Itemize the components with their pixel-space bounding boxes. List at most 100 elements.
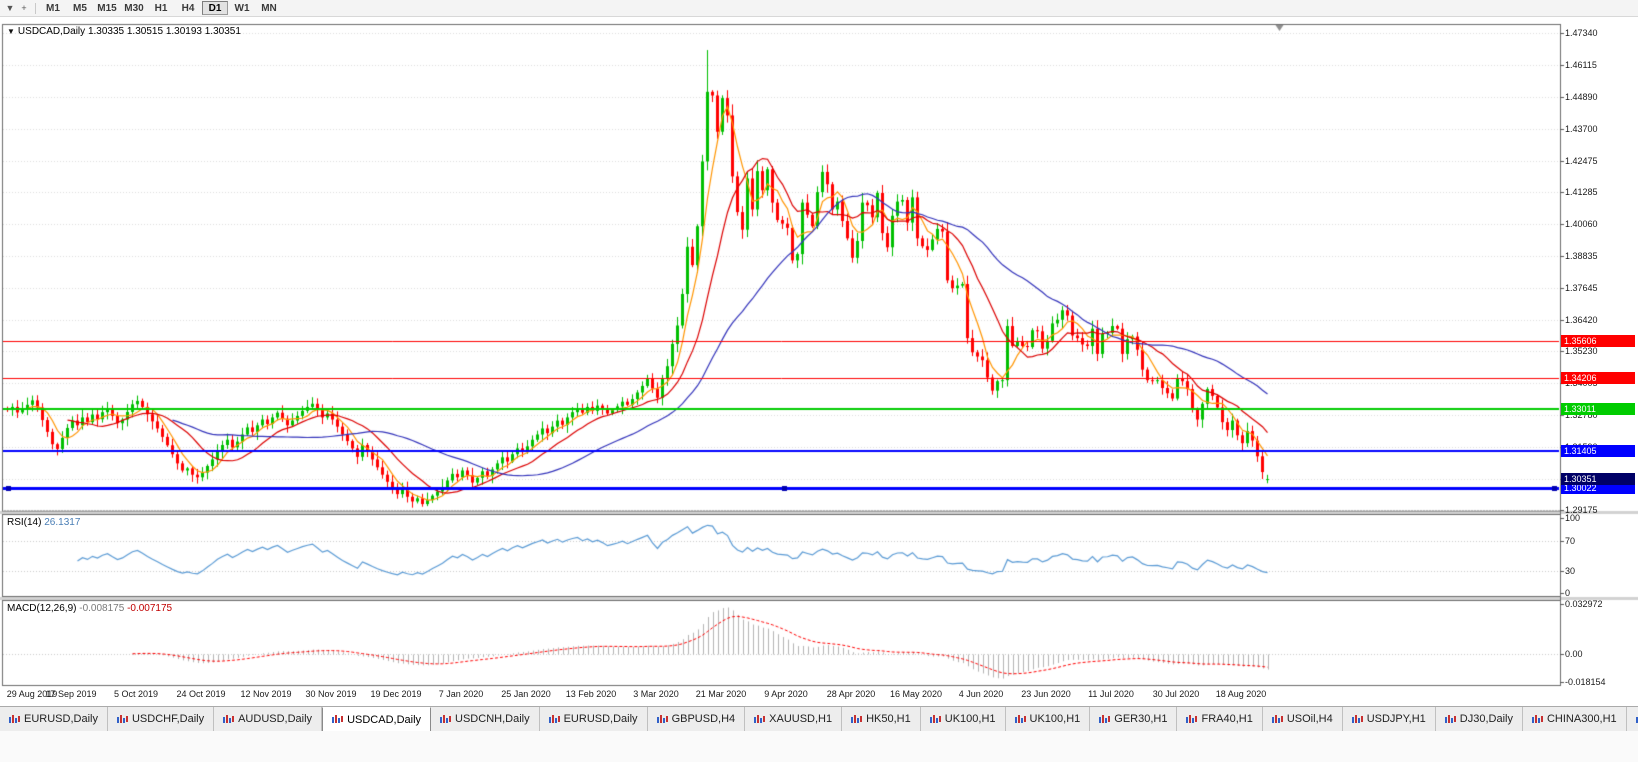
tab-chart-icon xyxy=(1635,714,1638,725)
date-label: 28 Apr 2020 xyxy=(826,689,876,699)
macd-indicator-label: MACD(12,26,9) -0.008175 -0.007175 xyxy=(7,603,172,614)
current-price-tag: 1.30351 xyxy=(1561,473,1635,486)
tab-label: EURUSD,Daily xyxy=(24,713,98,725)
hline-price-tag[interactable]: 1.31405 xyxy=(1561,445,1635,458)
rsi-tick-label: 70 xyxy=(1565,535,1576,546)
chart-canvas[interactable] xyxy=(0,17,1638,706)
price-tick-label: 1.29175 xyxy=(1565,505,1598,515)
date-label: 25 Jan 2020 xyxy=(501,689,551,699)
toolbar-separator xyxy=(35,2,36,14)
price-tick-label: 1.38835 xyxy=(1565,251,1598,262)
price-tick-label: 1.47340 xyxy=(1565,28,1598,38)
chart-tab-china300-h1[interactable]: CHINA300,H1 xyxy=(1522,707,1627,732)
timeframe-buttons: M1 M5 M15 M30 H1 H4 D1 W1 MN xyxy=(40,1,283,15)
chart-tab-xauusd-h1[interactable]: XAUUSD,H1 xyxy=(745,707,843,732)
tab-chart-icon xyxy=(1186,714,1198,725)
tab-chart-icon xyxy=(332,714,344,725)
timeframe-button-h1[interactable]: H1 xyxy=(154,3,168,14)
readout-low: 1.30193 xyxy=(165,26,202,37)
date-label: 30 Jul 2020 xyxy=(1152,689,1200,699)
timeframe-button-m15[interactable]: M15 xyxy=(97,3,117,14)
chart-tab-usdcnh-daily[interactable]: USDCNH,Daily xyxy=(431,707,540,732)
rsi-value: 26.1317 xyxy=(44,517,81,528)
tab-chart-icon xyxy=(1099,714,1111,725)
hline-price-tag[interactable]: 1.33011 xyxy=(1561,403,1635,416)
timeframe-button-w1[interactable]: W1 xyxy=(234,3,250,14)
chart-tab-eurusd-daily[interactable]: EURUSD,Daily xyxy=(539,707,648,732)
tab-chart-icon xyxy=(1351,714,1363,725)
price-tick-label: 1.42475 xyxy=(1565,155,1598,166)
macd-tick-label: -0.018154 xyxy=(1565,677,1606,687)
rsi-name: RSI(14) xyxy=(7,517,42,528)
chart-marker-icon: ▼ xyxy=(7,27,15,36)
chart-tab-usdcad-daily[interactable]: USDCAD,Daily xyxy=(322,707,432,732)
date-label: 5 Oct 2019 xyxy=(113,689,159,699)
timeframe-button-mn[interactable]: MN xyxy=(261,3,277,14)
date-label: 11 Jul 2020 xyxy=(1088,689,1134,699)
tab-label: GER30,H1 xyxy=(1114,713,1168,725)
tab-chart-icon xyxy=(1271,714,1283,725)
date-label: 29 Aug 2019 xyxy=(6,689,58,699)
macd-main-value: -0.008175 xyxy=(79,603,125,614)
tab-chart-icon xyxy=(1444,714,1456,725)
hline-price-tag[interactable]: 1.34206 xyxy=(1561,371,1635,384)
date-label: 17 Sep 2019 xyxy=(45,689,97,699)
macd-signal-value: -0.007175 xyxy=(127,603,173,614)
tab-chart-icon xyxy=(754,714,766,725)
chart-tab-uk100-h1[interactable]: UK100,H1 xyxy=(1005,707,1091,732)
chart-menu-icon[interactable]: ▼ xyxy=(5,3,15,13)
price-tick-label: 1.36420 xyxy=(1565,314,1598,325)
tab-chart-icon xyxy=(1014,714,1026,725)
chart-tab-ger30-h1[interactable]: GER30,H1 xyxy=(1090,707,1178,732)
window-bottom-filler xyxy=(0,731,1638,762)
timeframe-button-h4[interactable]: H4 xyxy=(181,3,195,14)
tab-label: DJ30,Daily xyxy=(1459,713,1513,725)
price-tick-label: 1.37645 xyxy=(1565,282,1598,293)
tab-chart-icon xyxy=(656,714,668,725)
tab-chart-icon xyxy=(440,714,452,725)
chart-tab-hk50-h1[interactable]: HK50,H1 xyxy=(842,707,921,732)
tab-chart-icon xyxy=(9,714,20,725)
date-label: 16 May 2020 xyxy=(889,689,943,699)
date-label: 9 Apr 2020 xyxy=(764,689,808,699)
chart-tab-fra40-h1[interactable]: FRA40,H1 xyxy=(1177,707,1263,732)
chart-tab-dj30-daily[interactable]: DJ30,Daily xyxy=(1435,707,1523,732)
chart-tab-gbpusd-h4[interactable]: GBPUSD,H4 xyxy=(647,707,746,732)
tab-label: EURUSD,Daily xyxy=(563,713,638,725)
rsi-tick-label: 0 xyxy=(1565,588,1571,598)
tab-label: GBPUSD,H4 xyxy=(671,713,736,725)
chart-tab-usdchf-daily[interactable]: USDCHF,Daily xyxy=(107,707,215,732)
chart-panel: ▼ USDCAD,Daily 1.30335 1.30515 1.30193 1.… xyxy=(0,17,1638,706)
date-label: 13 Feb 2020 xyxy=(565,689,617,699)
tab-label: HK50,H1 xyxy=(866,713,911,725)
timeframe-toolbar: ▼ + M1 M5 M15 M30 H1 H4 D1 W1 MN xyxy=(0,0,1638,17)
date-label: 23 Jun 2020 xyxy=(1021,689,1071,699)
chart-tab-usoil-h4[interactable]: USOil,H4 xyxy=(1262,707,1343,732)
date-label: 30 Nov 2019 xyxy=(305,689,357,699)
date-label: 12 Nov 2019 xyxy=(240,689,292,699)
rsi-tick-label: 100 xyxy=(1565,513,1581,523)
tab-label: USOil,H4 xyxy=(1286,713,1333,725)
timeframe-button-m1[interactable]: M1 xyxy=(46,3,60,14)
rsi-tick-label: 30 xyxy=(1565,565,1576,576)
chart-tab-eurusd-daily[interactable]: EURUSD,Daily xyxy=(0,707,108,732)
crosshair-icon[interactable]: + xyxy=(21,3,27,13)
tab-label: USDCAD,Daily xyxy=(347,713,422,726)
timeframe-button-m5[interactable]: M5 xyxy=(73,3,87,14)
price-tick-label: 1.35230 xyxy=(1565,346,1598,356)
tab-chart-icon xyxy=(851,714,863,725)
timeframe-button-d1[interactable]: D1 xyxy=(202,1,228,15)
tab-label: XAUUSD,H1 xyxy=(769,713,833,725)
timeframe-button-m30[interactable]: M30 xyxy=(124,3,144,14)
hline-price-tag[interactable]: 1.35606 xyxy=(1561,335,1635,348)
macd-tick-label: 0.00 xyxy=(1565,649,1583,660)
date-label: 19 Dec 2019 xyxy=(370,689,422,699)
chart-tab-usoil-h1[interactable]: USOil,H1 xyxy=(1626,707,1638,732)
chart-tab-uk100-h1[interactable]: UK100,H1 xyxy=(920,707,1006,732)
price-tick-label: 1.40060 xyxy=(1565,219,1598,230)
tab-label: USDJPY,H1 xyxy=(1366,713,1426,725)
ohlc-readout: ▼ USDCAD,Daily 1.30335 1.30515 1.30193 1.… xyxy=(7,26,241,37)
chart-tab-usdjpy-h1[interactable]: USDJPY,H1 xyxy=(1342,707,1436,732)
date-label: 4 Jun 2020 xyxy=(958,689,1004,699)
chart-tab-audusd-daily[interactable]: AUDUSD,Daily xyxy=(214,707,323,732)
